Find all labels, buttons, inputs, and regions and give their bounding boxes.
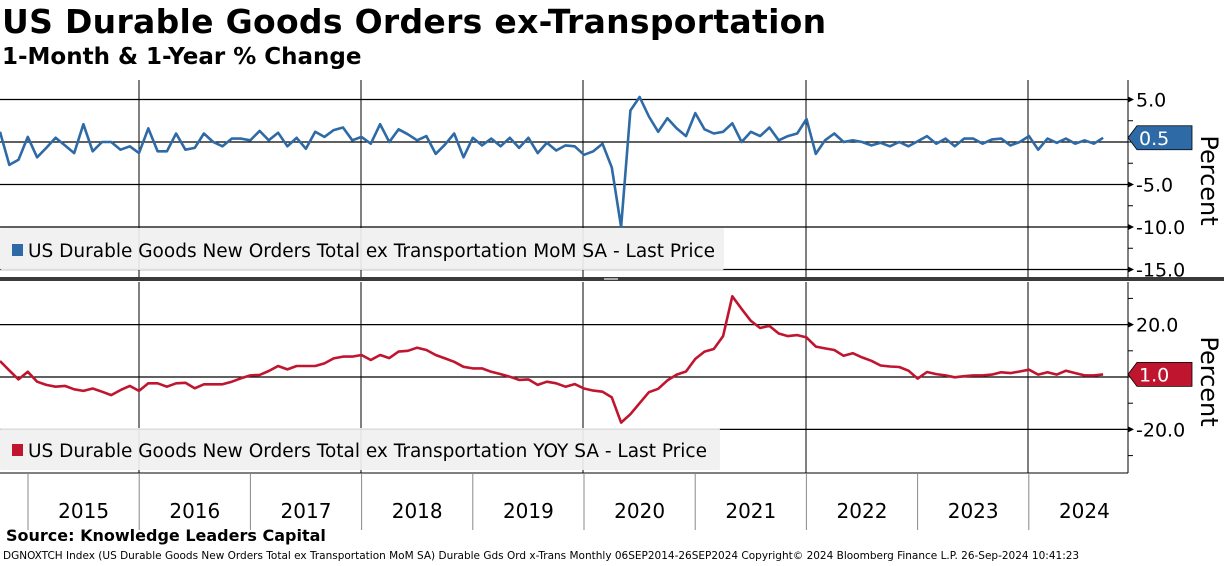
- y-tick-arrow: [1128, 321, 1134, 328]
- x-tick-label: 2015: [58, 499, 109, 523]
- footer-note: DGNOXTCH Index (US Durable Goods New Ord…: [3, 550, 1080, 562]
- legend-swatch: [12, 444, 23, 456]
- y-tick-label: 20.0: [1136, 315, 1178, 337]
- x-tick-label: 2018: [392, 499, 443, 523]
- x-tick-label: 2022: [837, 499, 888, 523]
- chart-subtitle: 1-Month & 1-Year % Change: [2, 44, 362, 70]
- y-tick-arrow: [1128, 96, 1134, 103]
- source-note: Source: Knowledge Leaders Capital: [6, 526, 326, 545]
- y-tick-arrow: [1128, 266, 1134, 273]
- y-tick-label: -15.0: [1136, 260, 1185, 282]
- divider-handle: [604, 278, 618, 280]
- y-axis-title: Percent: [1195, 336, 1223, 426]
- y-tick-label: -5.0: [1136, 175, 1173, 197]
- legend-swatch: [12, 244, 23, 256]
- legend-label: US Durable Goods New Orders Total ex Tra…: [28, 241, 715, 262]
- last-value-label: 0.5: [1139, 128, 1169, 150]
- chart-title: US Durable Goods Orders ex-Transportatio…: [2, 2, 827, 41]
- last-value-label: 1.0: [1139, 364, 1169, 386]
- x-tick-label: 2023: [948, 499, 999, 523]
- y-tick-arrow: [1128, 426, 1134, 433]
- x-tick-label: 2021: [725, 499, 776, 523]
- y-tick-label: -20.0: [1136, 419, 1185, 441]
- legend-label: US Durable Goods New Orders Total ex Tra…: [28, 441, 707, 462]
- y-tick-label: -10.0: [1136, 217, 1185, 239]
- x-tick-label: 2024: [1059, 499, 1110, 523]
- x-tick-label: 2016: [169, 499, 220, 523]
- y-tick-arrow: [1128, 224, 1134, 230]
- x-tick-label: 2019: [503, 499, 554, 523]
- y-axis-title: Percent: [1195, 135, 1223, 225]
- y-tick-label: 5.0: [1136, 90, 1166, 112]
- last-value-tag: [1127, 125, 1193, 151]
- legend-box: [0, 228, 724, 270]
- last-value-tag: [1127, 361, 1193, 387]
- mom-series-line: [0, 95, 1104, 229]
- x-tick-label: 2017: [281, 499, 332, 523]
- x-tick-label: 2020: [614, 499, 665, 523]
- y-tick-arrow: [1128, 181, 1134, 188]
- yoy-series-line: [0, 294, 1104, 424]
- legend-box: [0, 428, 720, 470]
